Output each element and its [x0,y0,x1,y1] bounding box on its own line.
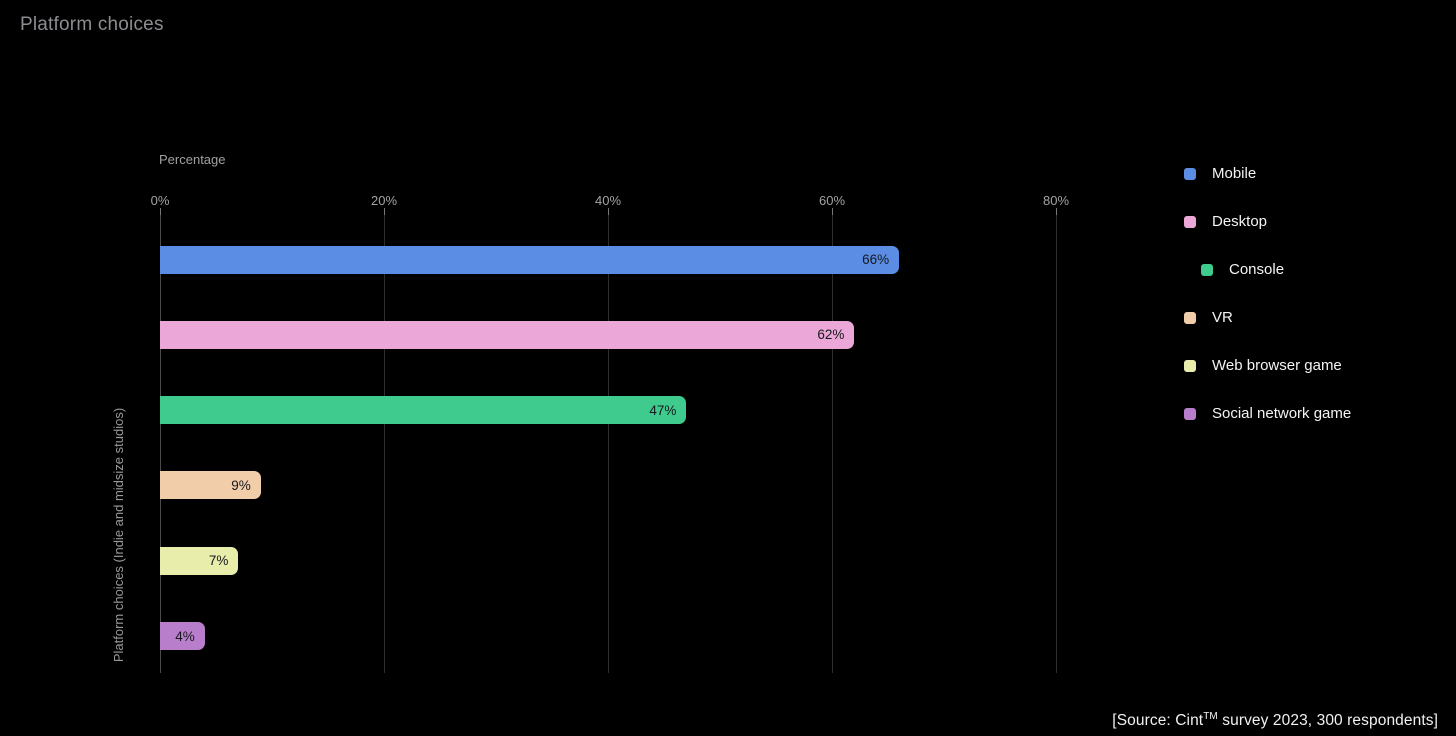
legend-swatch [1184,311,1196,324]
bar-value-label: 9% [231,477,251,493]
bar-console[interactable]: 47% [160,396,687,425]
bar-social-network-game[interactable]: 4% [160,622,205,650]
bar-desktop[interactable]: 62% [160,320,855,349]
x-tick-label: 20% [370,193,398,208]
legend-label: Web browser game [1212,357,1342,374]
legend-label: Mobile [1212,165,1257,182]
x-tick-mark [384,208,385,215]
legend-item-web-browser-game[interactable]: Web browser game [1184,357,1342,374]
x-axis-title: Percentage [159,152,226,167]
bar-web-browser-game[interactable]: 7% [160,546,239,575]
legend-item-vr[interactable]: VR [1184,309,1233,326]
legend-label: VR [1212,309,1233,326]
legend-label: Desktop [1212,213,1268,230]
y-axis-title: Platform choices (Indie and midsize stud… [111,407,126,663]
legend-swatch [1201,263,1213,276]
legend-item-desktop[interactable]: Desktop [1184,213,1267,230]
gridline [608,215,609,673]
bar-mobile[interactable]: 66% [160,245,900,274]
legend-swatch [1184,167,1196,180]
source-note: [Source: CintTM survey 2023, 300 respond… [1112,711,1438,730]
source-note-suffix: survey 2023, 300 respondents] [1217,712,1438,729]
gridline [1056,215,1057,673]
legend-item-social-network-game[interactable]: Social network game [1184,405,1351,422]
legend-item-mobile[interactable]: Mobile [1184,165,1256,182]
bar-value-label: 66% [862,252,890,267]
bar-value-label: 47% [649,402,677,418]
x-tick-label: 60% [818,193,846,208]
x-tick-mark [832,208,833,215]
bar-value-label: 62% [817,327,845,343]
trademark-superscript: TM [1203,710,1218,722]
bar-vr[interactable]: 9% [160,471,261,500]
legend-label: Console [1229,261,1285,278]
x-tick-label: 0% [150,193,170,208]
gridline [832,215,833,673]
legend-item-console[interactable]: Console [1201,261,1284,278]
bar-value-label: 4% [175,628,195,644]
gridline [384,215,385,673]
bar-value-label: 7% [208,553,229,569]
legend-label: Social network game [1212,405,1352,422]
source-note-text: [Source: Cint [1112,712,1204,729]
page-title: Platform choices [20,14,164,35]
x-tick-label: 80% [1042,193,1070,208]
x-tick-mark [1056,208,1057,215]
y-axis-line [160,215,161,673]
legend-swatch [1184,359,1196,372]
x-tick-mark [608,208,609,215]
x-tick-label: 40% [594,193,622,208]
legend-swatch [1184,215,1196,228]
legend-swatch [1184,407,1196,420]
x-tick-mark [160,208,161,215]
